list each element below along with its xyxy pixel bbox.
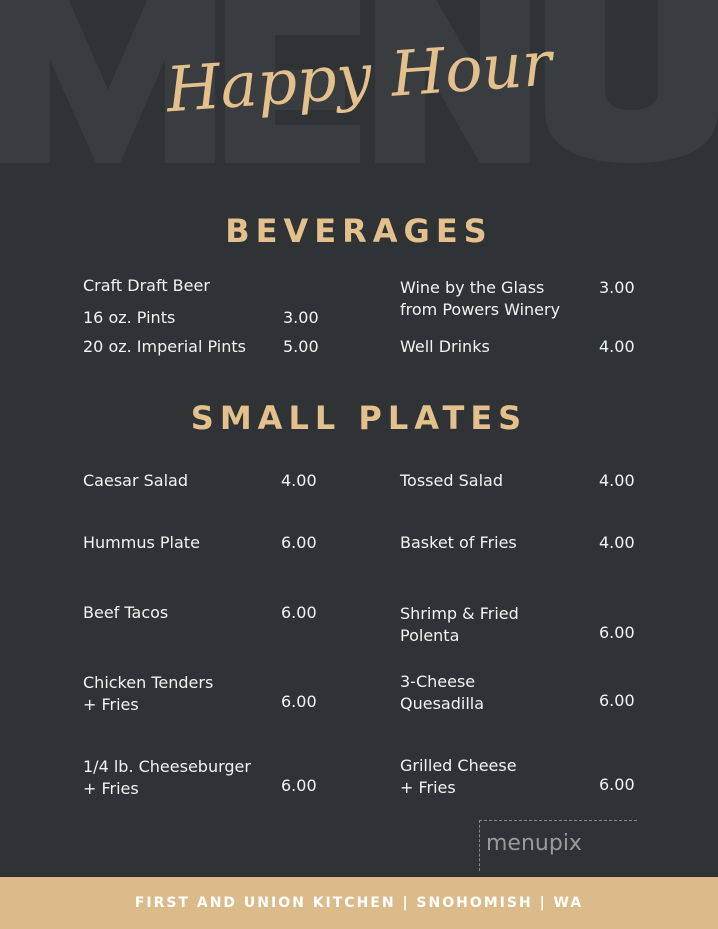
menu-item: Caesar Salad: [83, 471, 188, 490]
menu-item: 1/4 lb. Cheeseburger + Fries: [83, 757, 251, 798]
menu-item-price: 6.00: [281, 692, 317, 711]
menu-item-price: 6.00: [281, 603, 317, 622]
watermark-text: menupix: [486, 831, 582, 856]
menu-item: Well Drinks: [400, 337, 490, 356]
background-letter-n: [375, 0, 530, 163]
footer: FIRST AND UNION KITCHEN | SNOHOMISH | WA: [0, 877, 718, 929]
menu-item: Basket of Fries: [400, 533, 517, 552]
background-menu-word: [0, 0, 718, 163]
menu-item-price: 4.00: [599, 533, 635, 552]
menu-item-price: 4.00: [281, 471, 317, 490]
watermark: menupix: [479, 820, 637, 871]
menu-item-price: 3.00: [283, 308, 319, 327]
background-letter-u: [545, 0, 718, 163]
menu-item: Wine by the Glass from Powers Winery: [400, 278, 561, 319]
menu-item-price: 3.00: [599, 278, 635, 297]
menu-item: Grilled Cheese + Fries: [400, 756, 517, 797]
menu-item: 20 oz. Imperial Pints: [83, 337, 246, 356]
section-heading-small-plates: SMALL PLATES: [190, 399, 528, 437]
menu-item: 3-Cheese Quesadilla: [400, 672, 485, 713]
background-letter-e: [225, 0, 360, 163]
menu-item-price: 6.00: [281, 533, 317, 552]
menu-item: Hummus Plate: [83, 533, 200, 552]
background-letter-m: [0, 0, 215, 163]
menu-item-price: 5.00: [283, 337, 319, 356]
menu-item: Craft Draft Beer: [83, 276, 210, 295]
footer-text: FIRST AND UNION KITCHEN | SNOHOMISH | WA: [134, 895, 584, 911]
menu-item-price: 4.00: [599, 471, 635, 490]
menu-item-price: 6.00: [599, 623, 635, 642]
menu-item-price: 6.00: [599, 691, 635, 710]
menu-item-price: 6.00: [281, 776, 317, 795]
menu-item: Beef Tacos: [83, 603, 169, 622]
menu-item: Shrimp & Fried Polenta: [400, 604, 519, 645]
menu-item: Chicken Tenders + Fries: [83, 673, 214, 714]
menu-item-price: 6.00: [599, 775, 635, 794]
section-heading-beverages: BEVERAGES: [225, 212, 493, 250]
menu-item: Tossed Salad: [400, 471, 503, 490]
menu-item: 16 oz. Pints: [83, 308, 176, 327]
menu-item-price: 4.00: [599, 337, 635, 356]
